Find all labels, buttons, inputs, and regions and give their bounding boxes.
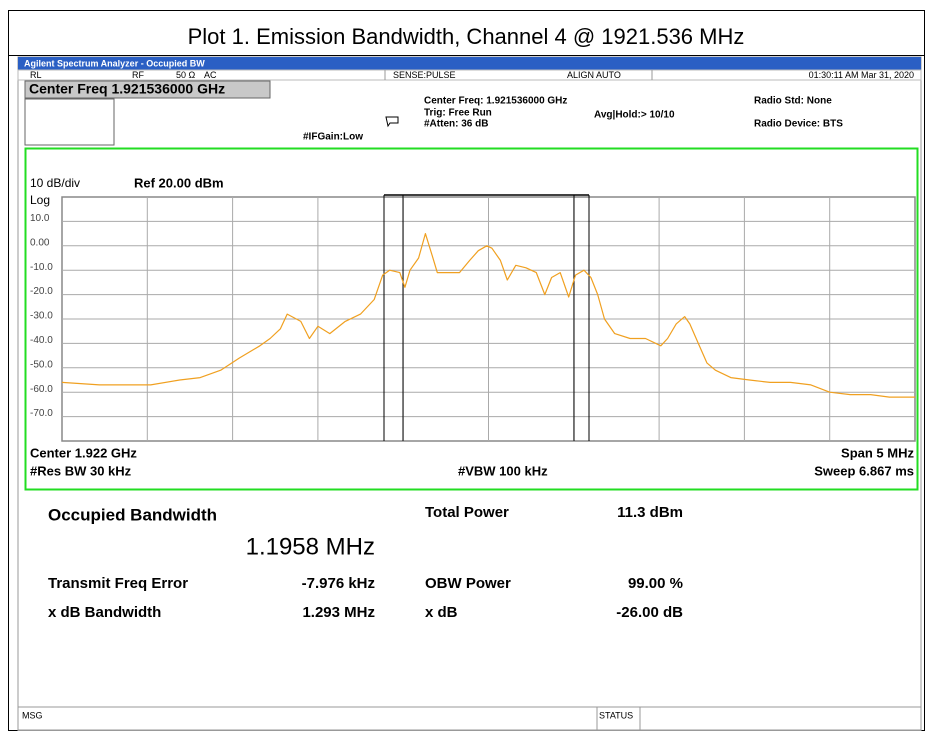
- freq-error-label: Transmit Freq Error: [48, 575, 188, 592]
- radio-std: Radio Std: None: [754, 96, 832, 107]
- radio-device: Radio Device: BTS: [754, 119, 843, 130]
- status-item: AC: [204, 70, 217, 80]
- if-gain: #IFGain:Low: [303, 132, 363, 143]
- bottom-bar: [17, 706, 922, 731]
- y-tick-label: -30.0: [30, 311, 53, 322]
- status-label: STATUS: [599, 710, 633, 720]
- status-items: RL RF 50 Ω AC SENSE:PULSE ALIGN AUTO 01:…: [30, 70, 914, 80]
- freq-error-value: -7.976 kHz: [302, 575, 375, 592]
- ref-label: Ref 20.00 dBm: [134, 175, 224, 190]
- span-label: Span 5 MHz: [841, 445, 914, 460]
- vbw-label: #VBW 100 kHz: [458, 463, 548, 478]
- status-item: RF: [132, 70, 144, 80]
- entry-box[interactable]: [24, 98, 115, 146]
- xdb-value: -26.00 dB: [616, 604, 683, 621]
- app-title-bar: [18, 57, 921, 70]
- y-tick-label: -10.0: [30, 262, 53, 273]
- msg-label: MSG: [22, 710, 43, 720]
- trigger-icon: [385, 116, 399, 128]
- y-tick-label: -70.0: [30, 408, 53, 419]
- status-item: ALIGN AUTO: [567, 70, 621, 80]
- status-item: 01:30:11 AM Mar 31, 2020: [809, 70, 914, 80]
- log-label: Log: [30, 193, 50, 207]
- status-row: [17, 69, 922, 81]
- avg-hold: Avg|Hold:> 10/10: [594, 110, 675, 121]
- center-label: Center 1.922 GHz: [30, 445, 137, 460]
- atten: #Atten: 36 dB: [424, 119, 488, 130]
- center-freq-button[interactable]: [24, 80, 271, 99]
- y-tick-label: 0.00: [30, 237, 50, 248]
- plot: 10.0 0.00 -10.0 -20.0 -30.0 -40.0 -50.0 -60.0 -7…: [30, 194, 916, 442]
- xdb-label: x dB: [425, 604, 458, 621]
- occupied-bw-label: Occupied Bandwidth: [48, 505, 217, 524]
- status-item: 50 Ω: [176, 70, 196, 80]
- center-freq-info: Center Freq: 1.921536000 GHz: [424, 96, 567, 107]
- center-freq-button-label[interactable]: Center Freq 1.921536000 GHz: [29, 81, 225, 97]
- y-tick-label: -60.0: [30, 384, 53, 395]
- status-item: SENSE:PULSE: [393, 70, 456, 80]
- trace: [61, 233, 915, 398]
- res-bw-label: #Res BW 30 kHz: [30, 463, 132, 478]
- plot-title: Plot 1. Emission Bandwidth, Channel 4 @ …: [188, 24, 745, 49]
- app-title: Agilent Spectrum Analyzer - Occupied BW: [24, 58, 205, 68]
- y-tick-label: -20.0: [30, 286, 53, 297]
- y-tick-label: -50.0: [30, 359, 53, 370]
- y-tick-label: 10.0: [30, 213, 50, 224]
- status-item: RL: [30, 70, 42, 80]
- xdb-bw-label: x dB Bandwidth: [48, 604, 161, 621]
- total-power-label: Total Power: [425, 504, 509, 521]
- obw-power-label: OBW Power: [425, 575, 511, 592]
- obw-power-value: 99.00 %: [628, 575, 683, 592]
- y-tick-label: -40.0: [30, 335, 53, 346]
- trig: Trig: Free Run: [424, 108, 492, 119]
- sweep-label: Sweep 6.867 ms: [814, 463, 914, 478]
- xdb-bw-value: 1.293 MHz: [302, 604, 375, 621]
- total-power-value: 11.3 dBm: [617, 504, 683, 521]
- scale-label: 10 dB/div: [30, 176, 80, 190]
- occupied-bw-value: 1.1958 MHz: [246, 533, 375, 560]
